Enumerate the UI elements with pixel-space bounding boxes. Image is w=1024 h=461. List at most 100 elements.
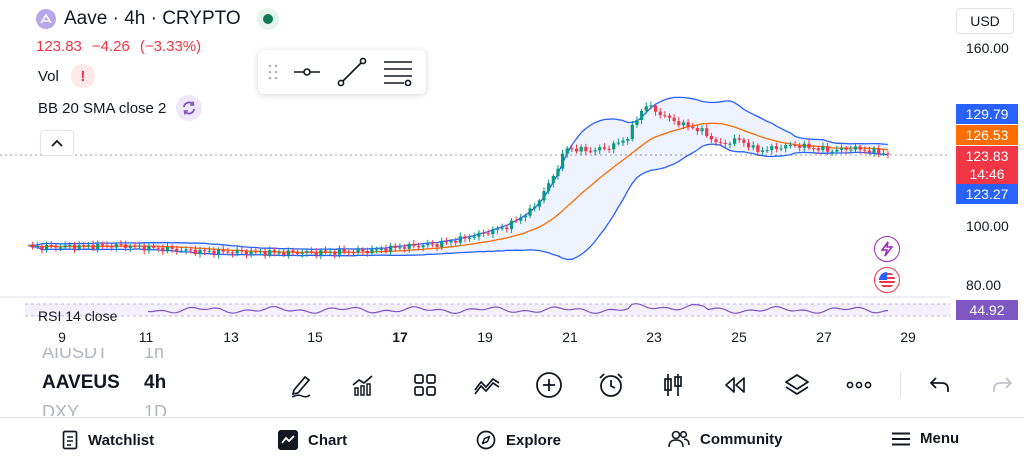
candle-body (732, 138, 737, 144)
price-axis-label: 80.00 (966, 277, 1002, 293)
nav-watchlist[interactable]: Watchlist (62, 430, 154, 450)
bollinger-label[interactable]: BB 20 SMA close 2 (38, 99, 167, 117)
us-flag-icon[interactable] (874, 267, 900, 293)
more-options-icon[interactable] (838, 365, 880, 405)
candle-body (189, 249, 193, 251)
nav-explore[interactable]: Explore (476, 430, 561, 450)
pencil-icon[interactable] (280, 365, 322, 405)
drawing-toolbar[interactable] (258, 50, 426, 94)
replay-icon[interactable] (714, 365, 756, 405)
candle-body (216, 249, 221, 255)
candle-body (588, 151, 593, 153)
volume-indicator-row[interactable]: Vol ! (38, 64, 95, 88)
candle-body (574, 148, 579, 152)
rsi-value-tag: 44.92 (956, 300, 1018, 320)
bollinger-band-area (28, 97, 888, 260)
candle-body (630, 124, 634, 139)
candle-body (830, 151, 834, 153)
candle-body (463, 236, 467, 239)
nav-chart[interactable]: Chart (278, 430, 347, 450)
volume-alert-icon[interactable]: ! (70, 64, 95, 88)
candle-body (440, 241, 444, 247)
volume-label[interactable]: Vol (38, 67, 59, 85)
candle-body (528, 208, 532, 216)
nav-community[interactable]: Community (668, 430, 783, 448)
candle-body (272, 250, 276, 253)
price-axis-label: 100.00 (966, 218, 1009, 234)
layers-icon[interactable] (776, 365, 818, 405)
candle-body (388, 245, 393, 252)
refresh-icon[interactable] (176, 95, 203, 121)
date-tick: 13 (223, 329, 239, 345)
parallel-channel-icon[interactable] (382, 58, 414, 86)
last-price-tag: 123.83 14:46 (956, 146, 1018, 184)
candle-body (319, 250, 323, 256)
bollinger-upper (27, 96, 889, 251)
chart-style-icon[interactable] (466, 365, 508, 405)
drag-handle-icon[interactable] (268, 63, 278, 81)
candle-body (193, 249, 197, 255)
nav-menu[interactable]: Menu (892, 430, 959, 447)
candle-body (579, 146, 583, 152)
horizontal-ray-icon[interactable] (292, 62, 322, 82)
symbol-picker[interactable]: AIUSDT 1h AAVEUS 4h DXY 1D (42, 348, 182, 416)
candle-body (756, 145, 760, 152)
candle-body (277, 252, 281, 254)
candle-body (449, 241, 453, 243)
candle-body (709, 135, 713, 140)
candle-body (858, 146, 862, 150)
candle-body (472, 236, 476, 238)
date-tick: 17 (392, 329, 408, 345)
bollinger-indicator-row[interactable]: BB 20 SMA close 2 (38, 95, 203, 121)
candle-body (495, 228, 500, 230)
candle-body (226, 251, 230, 253)
candle-body (435, 244, 439, 247)
bottom-navigation[interactable]: Watchlist Chart Explore Community Menu (0, 417, 1024, 461)
candle-body (500, 227, 504, 229)
nav-label: Watchlist (88, 431, 155, 449)
symbol-row-active[interactable]: AAVEUS 4h (42, 372, 182, 394)
symbol-row[interactable]: AIUSDT 1h (42, 348, 182, 363)
rsi-label[interactable]: RSI 14 close (38, 308, 118, 324)
candle-body (40, 245, 44, 250)
alarm-clock-icon[interactable] (590, 365, 632, 405)
add-circle-icon[interactable] (528, 365, 570, 405)
symbol-row[interactable]: DXY 1D (42, 402, 182, 416)
candle-body (203, 249, 207, 252)
date-axis[interactable]: 9 11 13 15 17 19 21 23 25 27 29 (0, 329, 950, 347)
candle-body (746, 142, 751, 148)
layout-grid-icon[interactable] (404, 365, 446, 405)
symbol-interval: 4h (144, 372, 167, 393)
candle-body (719, 142, 723, 144)
chart-header[interactable]: Aave · 4h · CRYPTO (36, 8, 279, 30)
toolbar-divider (900, 372, 901, 398)
chart-toolbar[interactable] (280, 365, 1024, 405)
candle-body (128, 245, 132, 248)
collapse-legend-button[interactable] (40, 130, 74, 156)
candle-body (523, 215, 528, 218)
candle-body (444, 241, 448, 243)
symbol-title[interactable]: Aave · 4h · CRYPTO (64, 8, 241, 29)
price-chart[interactable] (0, 0, 1024, 350)
nav-label: Explore (506, 431, 562, 449)
indicators-icon[interactable] (342, 365, 384, 405)
candle-body (175, 248, 179, 252)
candle-body (663, 115, 667, 117)
chevron-up-icon (51, 139, 63, 147)
trend-line-icon[interactable] (336, 56, 368, 88)
undo-icon[interactable] (919, 365, 961, 405)
rsi-line (147, 302, 889, 315)
currency-selector[interactable]: USD (956, 8, 1014, 34)
symbol-interval: 1D (144, 402, 168, 416)
candle-body (379, 248, 383, 250)
candle-body (793, 144, 797, 146)
candle-body (124, 244, 128, 248)
candles-icon[interactable] (652, 365, 694, 405)
lightning-icon[interactable] (874, 236, 900, 262)
rsi-series (147, 302, 889, 315)
candle-body (161, 247, 165, 252)
candle-body (560, 153, 565, 169)
candle-body (426, 243, 430, 246)
aave-logo-icon (36, 9, 56, 29)
market-open-dot[interactable] (256, 8, 279, 30)
